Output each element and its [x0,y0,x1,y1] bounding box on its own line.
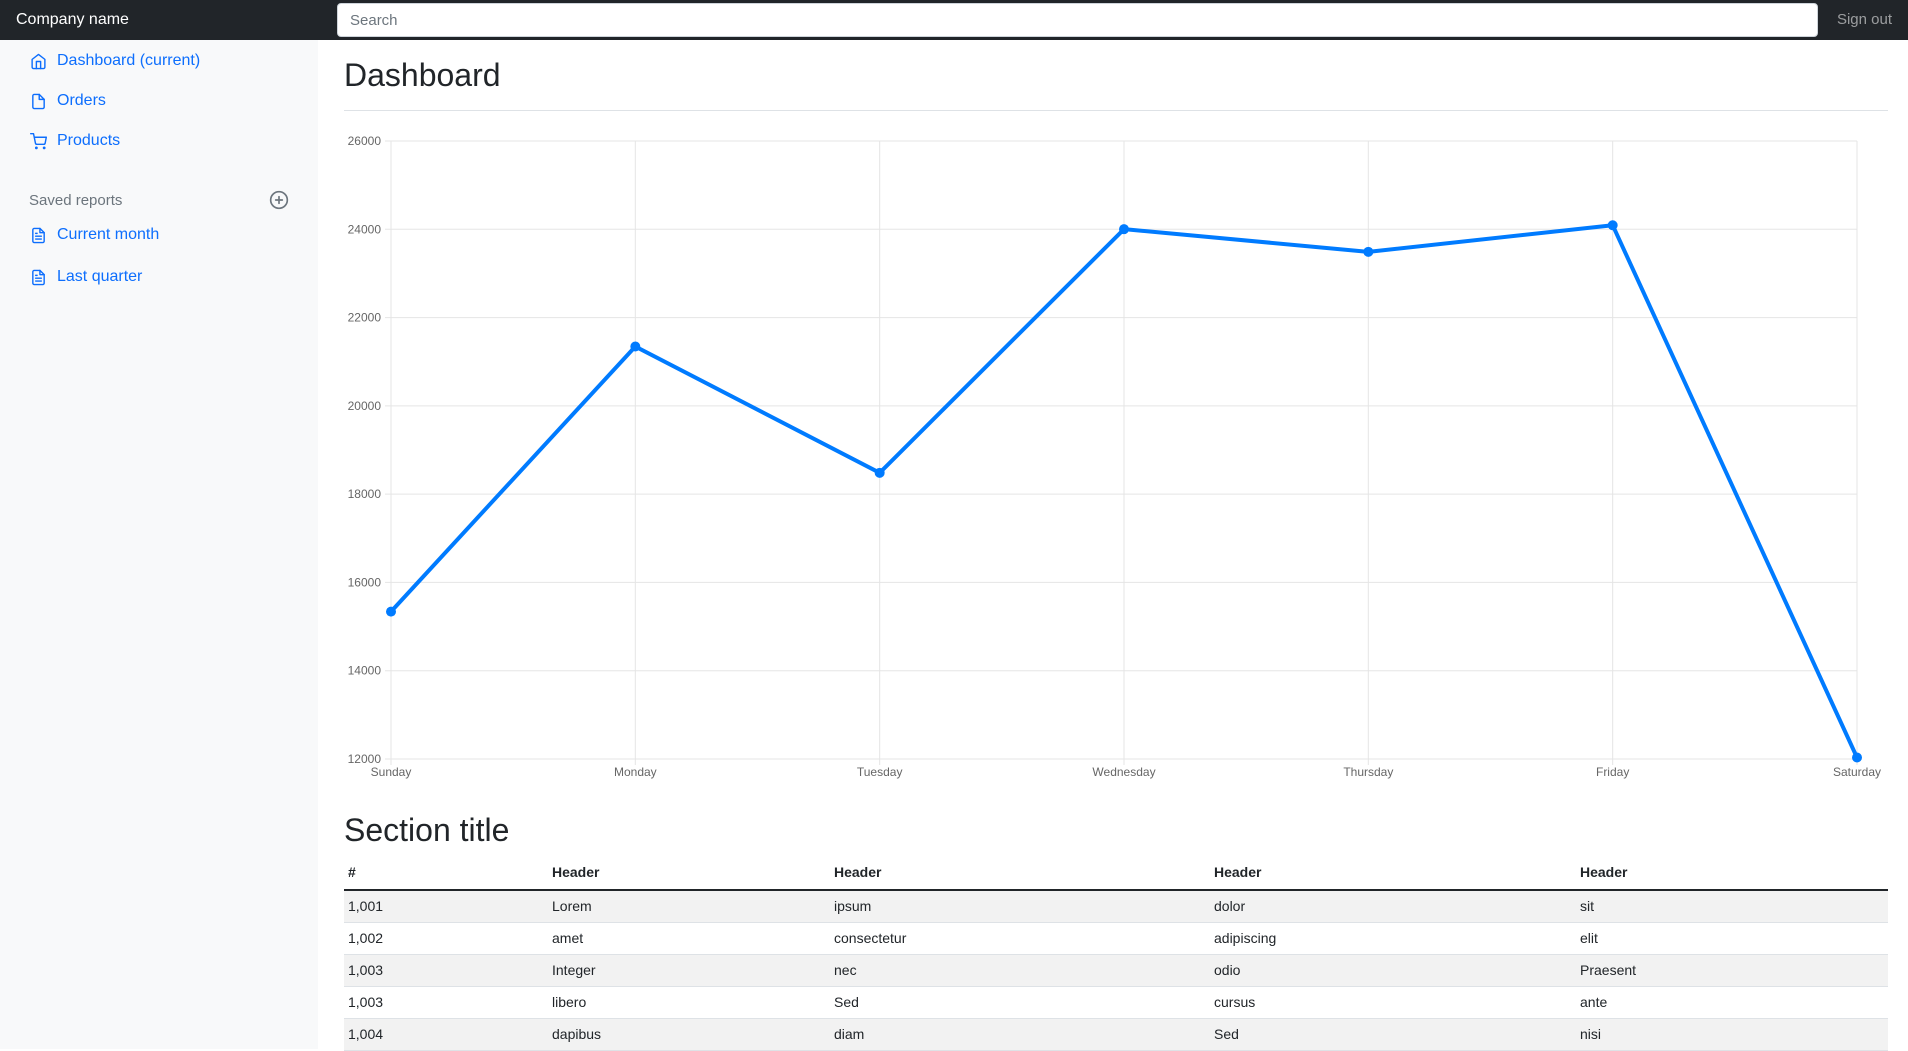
table-cell: Sed [830,986,1210,1019]
table-cell: dapibus [548,1018,830,1051]
plus-circle-icon [269,190,289,210]
data-table: # Header Header Header Header 1,001 Lorem ipsu… [344,856,1888,1051]
table-cell: dolor [1210,890,1576,923]
x-tick-label: Thursday [1343,765,1393,779]
table-cell: sit [1576,890,1888,923]
y-tick-label: 20000 [348,399,382,413]
table-cell: 1,004 [344,1018,548,1051]
table-cell: 1,002 [344,922,548,955]
sign-out-link[interactable]: Sign out [1836,11,1892,28]
y-tick-label: 14000 [348,664,382,678]
page-title: Dashboard [344,56,1888,111]
table-body: 1,001 Lorem ipsum dolor sit 1,002 amet consecte… [344,890,1888,1051]
x-tick-label: Sunday [371,765,412,779]
shopping-cart-icon [30,132,47,149]
section-title: Section title [344,812,510,848]
table-row: 1,004 dapibus diam Sed nisi [344,1018,1888,1051]
table-row: 1,003 libero Sed cursus ante [344,986,1888,1019]
y-tick-label: 24000 [348,222,382,236]
sidebar-item-label: Orders [57,92,106,109]
file-icon [32,93,45,109]
table-row: 1,003 Integer nec odio Praesent [344,954,1888,987]
table-cell: diam [830,1018,1210,1051]
sidebar-item-label: Products [57,132,121,149]
sidebar-reports: Current month Last quarter [0,212,318,297]
table-header-cell: Header [830,856,1210,891]
sidebar-heading: Saved reports [0,188,318,212]
chart-point [874,467,885,478]
sidebar-item-current-month[interactable]: Current month [0,215,318,255]
chart-point [630,341,641,352]
plus-circle-icon[interactable] [269,190,289,210]
sidebar-nav: Dashboard (current) Orders Products [0,40,318,161]
sidebar-item-dashboard[interactable]: Dashboard (current) [0,41,318,81]
table-cell: elit [1576,922,1888,955]
y-tick-label: 12000 [348,752,382,766]
chart-point [1363,246,1374,257]
sidebar: Dashboard (current) Orders Products Saved … [0,40,318,1049]
y-tick-label: 22000 [348,311,382,325]
chart-point [1119,224,1129,235]
table-cell: Praesent [1576,954,1888,987]
table-header-cell: Header [1210,856,1576,891]
file-text-icon [32,269,45,285]
table-cell: 1,001 [344,890,548,923]
saved-reports-label: Saved reports [29,191,123,209]
x-tick-label: Tuesday [857,765,903,779]
table-cell: ipsum [830,890,1210,923]
y-tick-label: 16000 [348,575,382,589]
table-row: 1,002 amet consectetur adipiscing elit [344,922,1888,955]
table-cell: adipiscing [1210,922,1576,955]
table-cell: 1,003 [344,986,548,1019]
table-cell: cursus [1210,986,1576,1019]
table-cell: Lorem [548,890,830,923]
table-header-row: # Header Header Header Header [344,856,1888,891]
search-input[interactable] [337,3,1818,37]
table-cell: consectetur [830,922,1210,955]
table-cell: libero [548,986,830,1019]
sidebar-item-last-quarter[interactable]: Last quarter [0,257,318,297]
chart-point [1852,752,1862,763]
table-header-cell: # [344,856,548,891]
sidebar-item-label: Dashboard (current) [57,52,201,69]
table-cell: odio [1210,954,1576,987]
sidebar-item-label: Current month [57,226,160,243]
table-cell: ante [1576,986,1888,1019]
table-header-cell: Header [1576,856,1888,891]
x-tick-label: Monday [614,765,657,779]
y-tick-label: 18000 [348,487,382,501]
file-text-icon [32,227,45,243]
sidebar-item-products[interactable]: Products [0,121,318,161]
sidebar-item-orders[interactable]: Orders [0,81,318,121]
x-tick-label: Saturday [1833,765,1881,779]
brand-title: Company name [16,11,129,28]
top-navbar: Company name Sign out [0,0,1908,40]
table-cell: nisi [1576,1018,1888,1051]
sidebar-item-label: Last quarter [57,268,143,285]
chart-point [1607,220,1618,231]
weekly-line-chart: 12000 14000 16000 18000 20000 22000 24000 26000… [344,134,1888,786]
table-cell: nec [830,954,1210,987]
table-cell: 1,003 [344,954,548,987]
chart-canvas: 12000 14000 16000 18000 20000 22000 24000 26000… [348,134,1881,779]
table-cell: Sed [1210,1018,1576,1051]
home-icon [31,53,46,69]
x-tick-label: Wednesday [1092,765,1155,779]
main-content: Dashboard 12000 14000 16000 18000 20000 22000… [318,40,1908,1051]
table-cell: amet [548,922,830,955]
y-tick-label: 26000 [348,135,382,148]
table-header-cell: Header [548,856,830,891]
table-row: 1,001 Lorem ipsum dolor sit [344,890,1888,923]
x-tick-label: Friday [1596,765,1629,779]
chart-point [386,606,396,617]
table-cell: Integer [548,954,830,987]
